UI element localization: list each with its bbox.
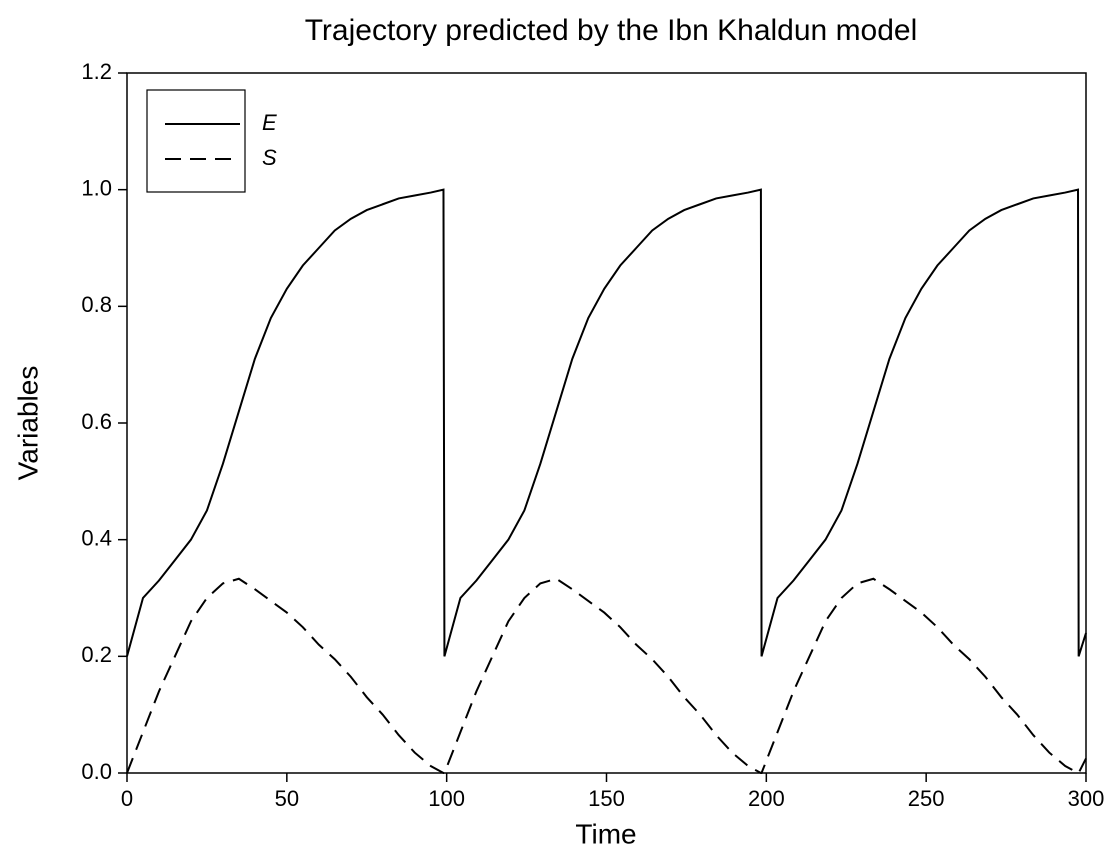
y-tick-label: 0.2 — [81, 642, 112, 667]
x-tick-label: 150 — [588, 786, 625, 811]
x-tick-label: 200 — [748, 786, 785, 811]
legend-label: S — [262, 145, 277, 170]
y-tick-label: 0.4 — [81, 525, 112, 550]
y-tick-label: 0.0 — [81, 759, 112, 784]
x-tick-label: 50 — [275, 786, 299, 811]
chart-title: Trajectory predicted by the Ibn Khaldun … — [305, 14, 918, 47]
plot-frame — [126, 72, 1087, 774]
y-tick-label: 1.2 — [81, 59, 112, 84]
series-line — [126, 577, 1087, 774]
y-tick-label: 1.0 — [81, 175, 112, 200]
legend-box — [146, 89, 246, 193]
y-tick-label: 0.6 — [81, 409, 112, 434]
y-axis-label: Variables — [12, 366, 43, 481]
y-tick-label: 0.8 — [81, 292, 112, 317]
legend-label: E — [262, 110, 277, 135]
x-tick-label: 250 — [908, 786, 945, 811]
series-line — [126, 188, 1087, 657]
x-axis-label: Time — [575, 818, 636, 849]
x-tick-label: 300 — [1068, 786, 1105, 811]
x-tick-label: 0 — [121, 786, 133, 811]
x-tick-label: 100 — [428, 786, 465, 811]
